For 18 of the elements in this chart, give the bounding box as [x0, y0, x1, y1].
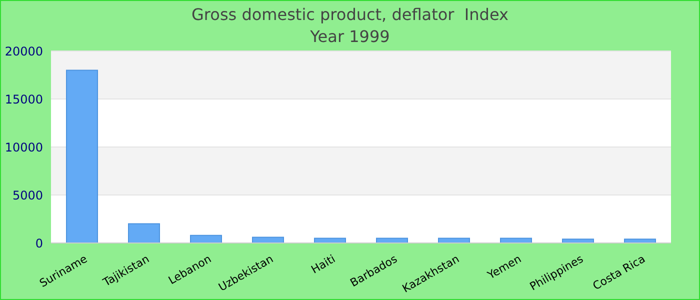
y-tick-label: 15000 [4, 92, 43, 106]
bar [66, 70, 98, 243]
bar [438, 238, 470, 243]
bar [252, 236, 284, 243]
chart-subtitle: Year 1999 [309, 27, 391, 46]
bar [562, 238, 594, 243]
bar [190, 234, 222, 243]
y-tick-label: 0 [35, 236, 43, 250]
y-tick-label: 20000 [4, 44, 43, 58]
bar [376, 238, 408, 243]
x-tick-label: Costa Rica [590, 252, 648, 293]
y-tick-label: 5000 [12, 188, 43, 202]
bar [500, 238, 532, 243]
bar [624, 238, 656, 243]
bar [314, 238, 346, 243]
chart-title: Gross domestic product, deflator Index [190, 5, 510, 24]
y-tick-label: 10000 [4, 140, 43, 154]
bar [128, 223, 160, 243]
